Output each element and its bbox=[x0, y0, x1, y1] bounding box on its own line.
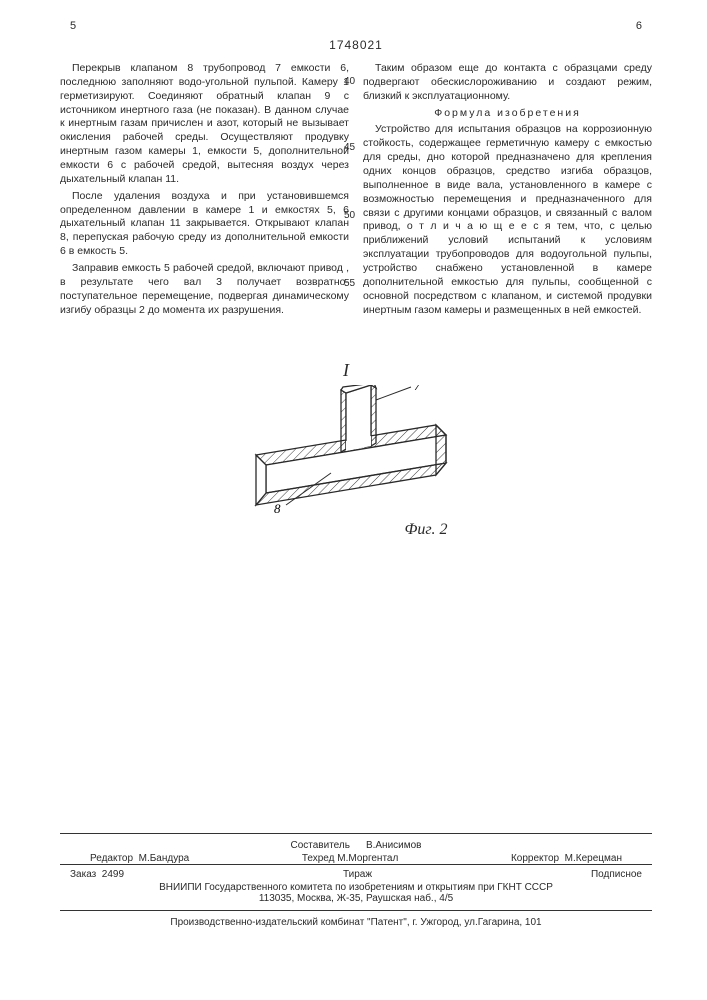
figure-area: I bbox=[60, 360, 652, 539]
header-pages: 5 6 bbox=[60, 20, 652, 32]
right-column: Таким образом еще до контакта с образцам… bbox=[363, 62, 652, 320]
footer-compiler-row: Составитель В.Анисимов bbox=[60, 833, 652, 853]
line-marker-55: 55 bbox=[344, 278, 355, 289]
left-p2: После удаления воздуха и при установивше… bbox=[60, 190, 349, 259]
figure-svg: 7 8 bbox=[246, 385, 466, 515]
left-column: Перекрыв клапаном 8 трубопровод 7 емкост… bbox=[60, 62, 349, 320]
patent-number: 1748021 bbox=[60, 38, 652, 52]
figure-top-label: I bbox=[343, 360, 349, 381]
corrector-cell: Корректор М.Керецман bbox=[511, 853, 622, 864]
subscription-cell: Подписное bbox=[591, 869, 642, 880]
left-p3: Заправив емкость 5 рабочей средой, включ… bbox=[60, 262, 349, 317]
formula-title: Формула изобретения bbox=[363, 107, 652, 121]
tirazh-cell: Тираж bbox=[343, 869, 372, 880]
compiler-label: Составитель bbox=[290, 840, 349, 851]
page-right: 6 bbox=[636, 20, 642, 32]
footer-credits-row: Редактор М.Бандура Техред М.Моргентал Ко… bbox=[60, 853, 652, 864]
line-marker-45: 45 bbox=[344, 142, 355, 153]
footer-publisher-row: Производственно-издательский комбинат "П… bbox=[60, 911, 652, 930]
left-p1: Перекрыв клапаном 8 трубопровод 7 емкост… bbox=[60, 62, 349, 187]
editor-cell: Редактор М.Бандура bbox=[90, 853, 189, 864]
figure-label-7: 7 bbox=[414, 385, 421, 393]
org-address: 113035, Москва, Ж-35, Раушская наб., 4/5 bbox=[60, 893, 652, 904]
figure-caption: Фиг. 2 bbox=[405, 521, 448, 539]
right-p1: Таким образом еще до контакта с образцам… bbox=[363, 62, 652, 104]
org-name: ВНИИПИ Государственного комитета по изоб… bbox=[60, 882, 652, 893]
page-left: 5 bbox=[70, 20, 76, 32]
techred-cell: Техред М.Моргентал bbox=[302, 853, 398, 864]
publisher: Производственно-издательский комбинат "П… bbox=[170, 917, 541, 928]
text-columns: Перекрыв клапаном 8 трубопровод 7 емкост… bbox=[60, 62, 652, 320]
footer-order-row: Заказ 2499 Тираж Подписное bbox=[60, 864, 652, 880]
figure-label-8: 8 bbox=[274, 501, 281, 515]
line-marker-50: 50 bbox=[344, 210, 355, 221]
compiler-name: В.Анисимов bbox=[366, 840, 422, 851]
order-cell: Заказ 2499 bbox=[70, 869, 124, 880]
footer-org-row: ВНИИПИ Государственного комитета по изоб… bbox=[60, 880, 652, 911]
line-marker-40: 40 bbox=[344, 76, 355, 87]
footer: Составитель В.Анисимов Редактор М.Бандур… bbox=[60, 833, 652, 930]
right-p2: Устройство для испытания образцов на кор… bbox=[363, 123, 652, 317]
